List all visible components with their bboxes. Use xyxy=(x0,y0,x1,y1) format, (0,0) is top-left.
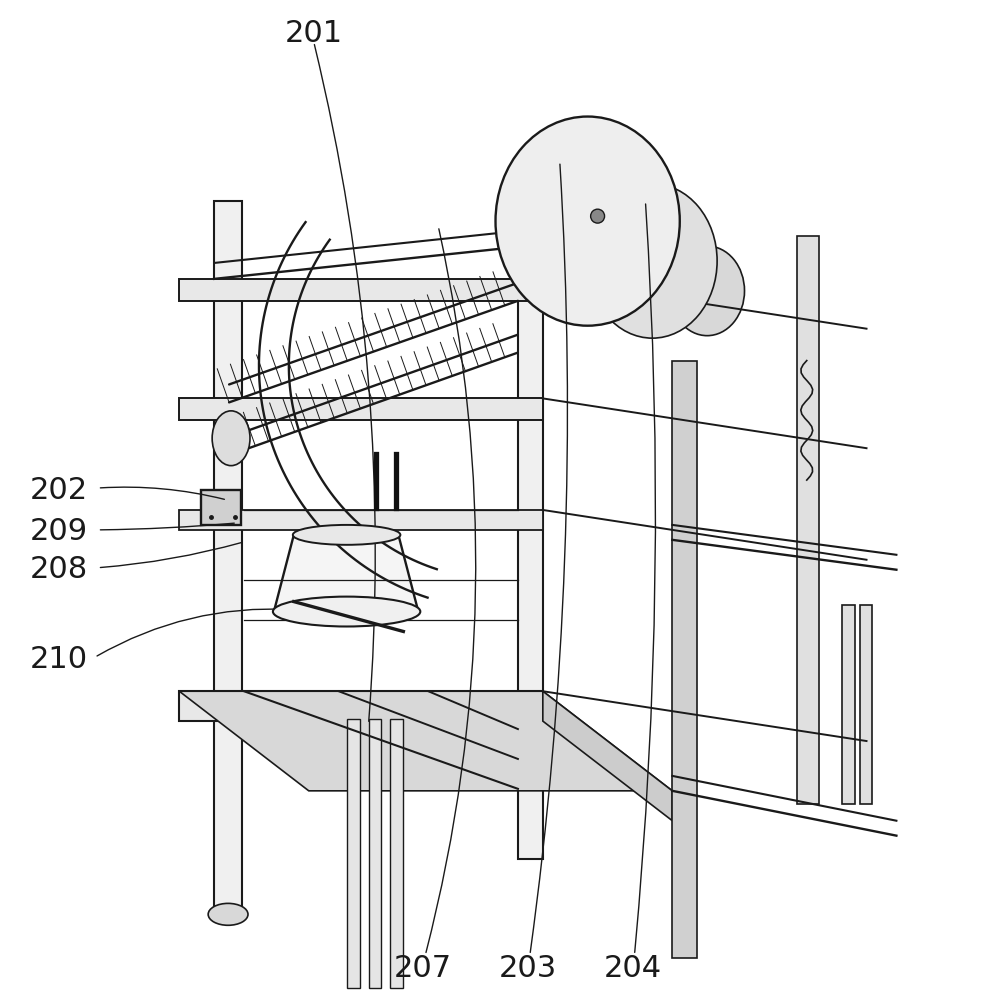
Ellipse shape xyxy=(208,903,248,925)
Text: 210: 210 xyxy=(30,645,88,674)
Text: 203: 203 xyxy=(499,954,557,983)
Bar xyxy=(179,279,543,301)
Text: 202: 202 xyxy=(30,476,88,505)
Bar xyxy=(179,398,543,420)
Text: 207: 207 xyxy=(394,954,452,983)
Ellipse shape xyxy=(212,411,250,466)
Polygon shape xyxy=(543,691,672,821)
Bar xyxy=(214,201,242,918)
Ellipse shape xyxy=(591,209,605,223)
Polygon shape xyxy=(528,241,598,266)
Ellipse shape xyxy=(669,246,745,336)
Ellipse shape xyxy=(495,117,679,326)
Ellipse shape xyxy=(273,597,420,626)
Text: 209: 209 xyxy=(30,517,88,546)
Polygon shape xyxy=(179,691,672,791)
Bar xyxy=(518,261,543,859)
Bar xyxy=(347,719,360,988)
Bar xyxy=(842,605,855,804)
Bar xyxy=(672,361,697,958)
Bar xyxy=(179,691,543,721)
Bar xyxy=(797,236,819,804)
Bar xyxy=(369,719,381,988)
Bar xyxy=(860,605,872,804)
Text: 201: 201 xyxy=(285,19,343,48)
Bar xyxy=(201,490,241,525)
Ellipse shape xyxy=(293,525,400,545)
Bar xyxy=(179,510,543,530)
Text: 208: 208 xyxy=(30,555,88,584)
Ellipse shape xyxy=(588,184,717,338)
Text: 204: 204 xyxy=(604,954,661,983)
Polygon shape xyxy=(274,535,418,612)
Bar xyxy=(390,719,403,988)
